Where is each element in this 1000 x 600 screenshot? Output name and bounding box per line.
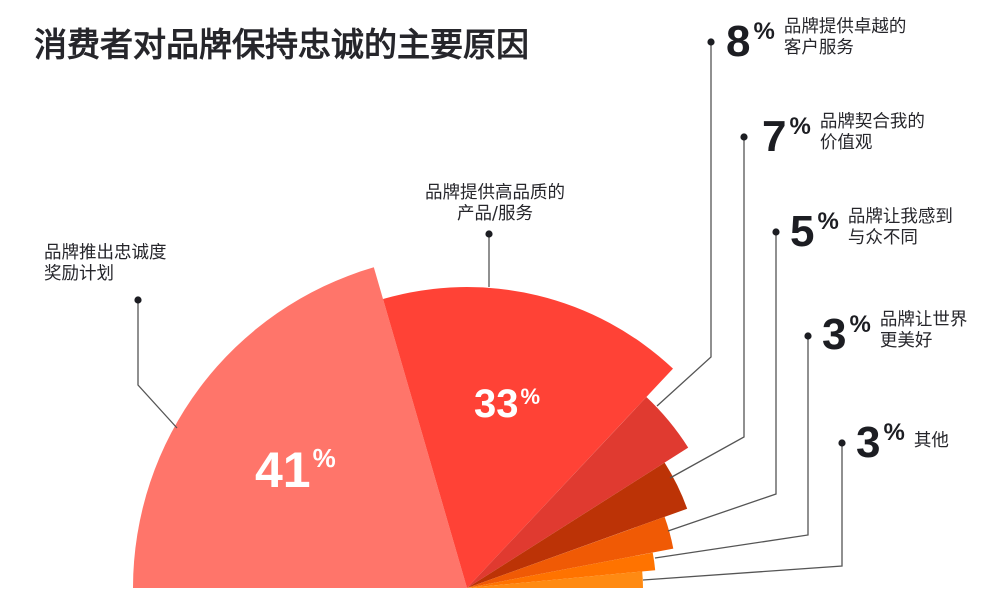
- slice-loyalty-program: [133, 267, 467, 588]
- leader-dot: [772, 228, 780, 236]
- slice-other: [467, 571, 643, 588]
- label-line: 品牌提供卓越的: [783, 17, 907, 37]
- leader-dot: [707, 38, 715, 46]
- callout-text: 品牌契合我的 价值观: [820, 112, 925, 154]
- slice-better-world: [467, 552, 656, 588]
- leader-line: [642, 443, 843, 581]
- value-33: 33%: [474, 384, 540, 424]
- label-line: 奖励计划: [44, 264, 114, 284]
- leader-dot: [804, 332, 812, 340]
- value-number: 33: [474, 382, 519, 426]
- label-line: 产品/服务: [457, 204, 533, 224]
- label-line: 其他: [913, 431, 949, 451]
- value-41: 41%: [255, 445, 336, 495]
- label-line: 更美好: [879, 331, 933, 351]
- leader-line: [656, 42, 712, 407]
- slice-values: [467, 462, 688, 588]
- callout-text: 品牌让我感到 与众不同: [848, 207, 953, 249]
- slice-customer-service: [467, 397, 689, 588]
- percent-sign: %: [789, 113, 811, 140]
- value-number: 41: [255, 442, 311, 498]
- callout-text: 品牌提供卓越的 客户服务: [784, 17, 907, 59]
- label-line: 品牌提供高品质的: [425, 183, 565, 203]
- percent-sign: %: [849, 311, 871, 338]
- label-line: 与众不同: [847, 228, 918, 248]
- leader-line: [654, 336, 809, 559]
- callout-text: 其他: [914, 431, 949, 452]
- leader-dot: [134, 296, 142, 304]
- leader-dot: [485, 230, 493, 238]
- leader-line: [669, 137, 745, 479]
- label-line: 品牌让世界: [879, 310, 968, 330]
- label-line: 品牌契合我的: [819, 112, 925, 132]
- percent-sign: %: [817, 208, 839, 235]
- callout-values: 7 % 品牌契合我的 价值观: [762, 112, 925, 161]
- slice-high-quality: [383, 287, 673, 588]
- callout-other: 3 % 其他: [856, 421, 949, 465]
- label-line: 客户服务: [783, 38, 854, 58]
- value-number: 5: [790, 207, 815, 256]
- callout-text: 品牌让世界 更美好: [880, 310, 968, 352]
- percent-sign: %: [753, 18, 775, 45]
- leader-dot: [838, 439, 846, 447]
- value-number: 3: [822, 310, 847, 359]
- label-line: 品牌让我感到: [847, 207, 953, 227]
- percent-sign: %: [883, 419, 905, 446]
- label-loyalty-program: 品牌推出忠诚度 奖励计划: [44, 243, 167, 285]
- label-line: 品牌推出忠诚度: [44, 243, 167, 263]
- leader-line: [667, 232, 777, 532]
- label-high-quality: 品牌提供高品质的 产品/服务: [410, 183, 580, 225]
- percent-sign: %: [520, 384, 541, 409]
- label-line: 价值观: [819, 133, 873, 153]
- chart-title: 消费者对品牌保持忠诚的主要原因: [34, 25, 529, 64]
- value-number: 3: [856, 418, 881, 467]
- callout-better-world: 3 % 品牌让世界 更美好: [822, 310, 968, 359]
- slice-unique: [467, 516, 674, 588]
- callout-unique: 5 % 品牌让我感到 与众不同: [790, 207, 953, 256]
- leader-line: [137, 300, 178, 429]
- value-number: 8: [726, 17, 751, 66]
- leader-dot: [740, 133, 748, 141]
- value-number: 7: [762, 112, 787, 161]
- callout-customer-service: 8 % 品牌提供卓越的 客户服务: [726, 17, 907, 66]
- percent-sign: %: [312, 443, 336, 473]
